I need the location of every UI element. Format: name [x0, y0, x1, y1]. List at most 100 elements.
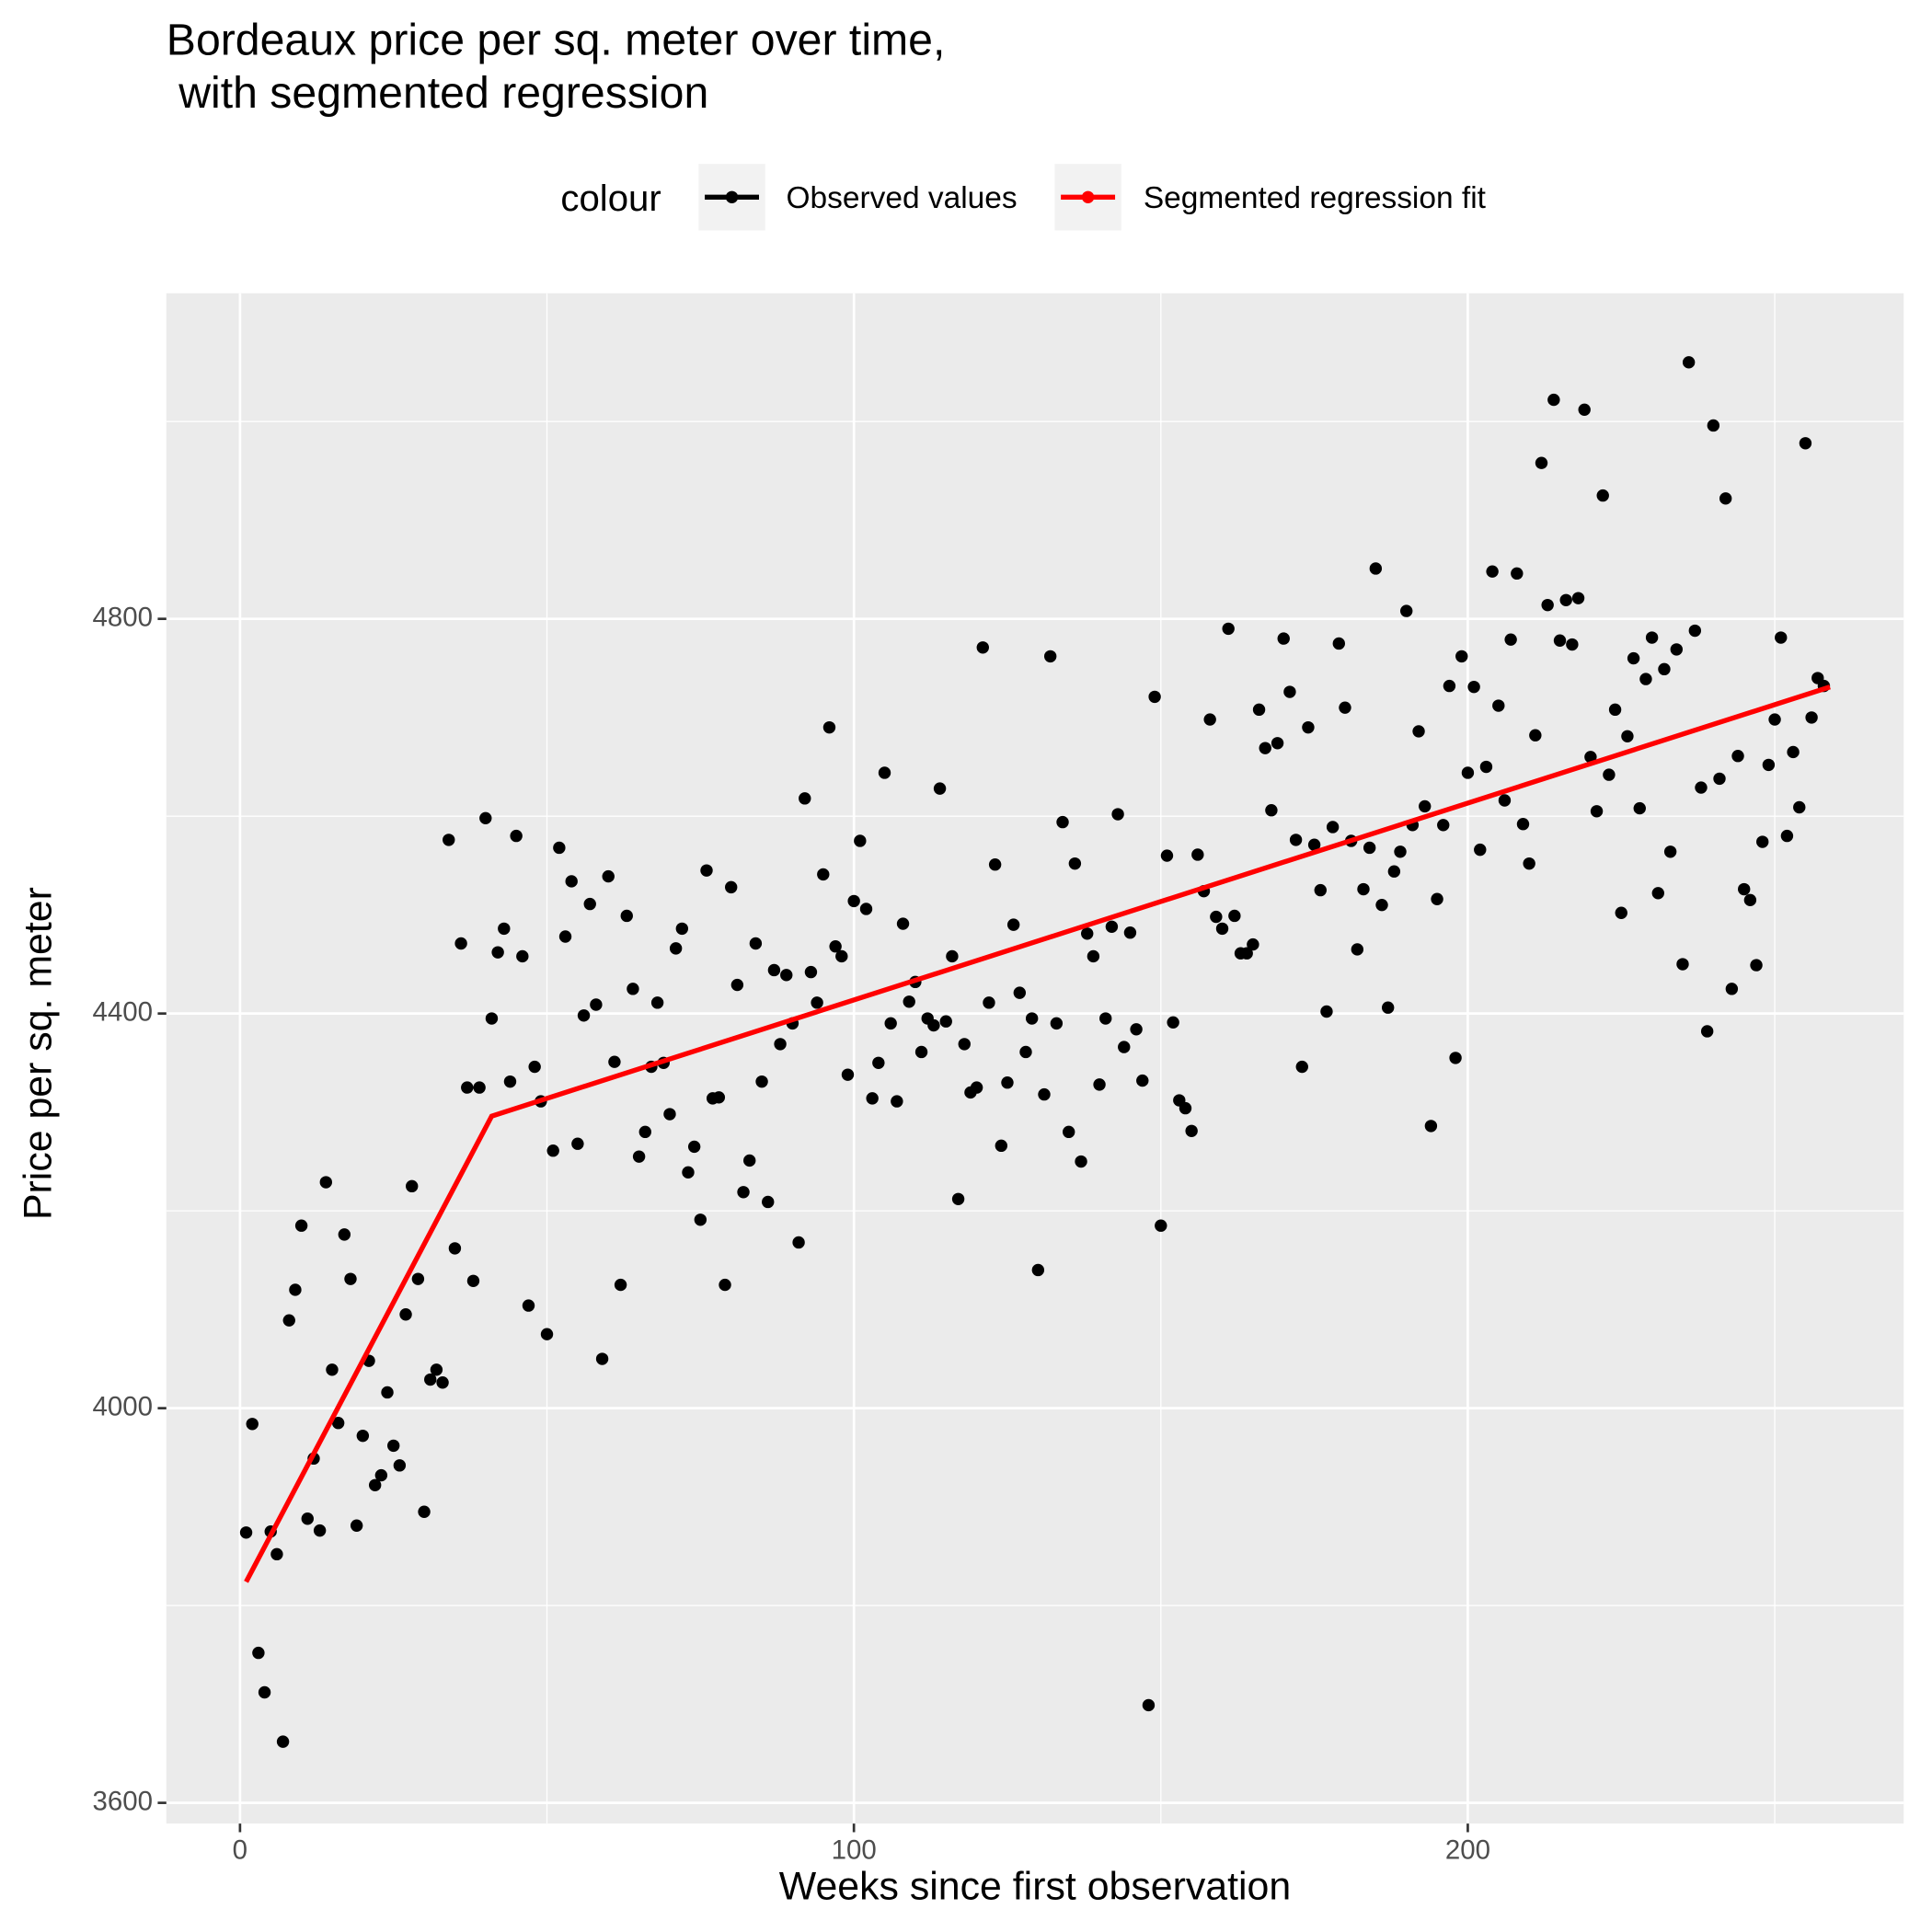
point — [1001, 1076, 1014, 1089]
point — [1148, 690, 1161, 704]
point — [1651, 887, 1664, 900]
point — [1443, 679, 1456, 693]
point — [1762, 758, 1776, 772]
point — [1787, 745, 1800, 759]
point — [1474, 843, 1487, 857]
point — [663, 1108, 676, 1121]
y-tick-label: 4800 — [93, 602, 154, 632]
point — [1142, 1698, 1156, 1712]
point — [448, 1242, 462, 1255]
point — [1228, 909, 1241, 923]
point — [1590, 805, 1604, 818]
point — [1019, 1045, 1032, 1059]
point — [1743, 893, 1757, 907]
point — [1793, 800, 1806, 814]
point — [1627, 651, 1640, 665]
point — [878, 766, 891, 779]
point — [737, 1186, 750, 1199]
point — [914, 1045, 928, 1059]
y-tick-label: 3600 — [93, 1786, 154, 1816]
point — [1682, 356, 1696, 369]
point — [687, 1140, 701, 1154]
legend-title: colour — [560, 178, 661, 219]
point — [516, 949, 529, 963]
point — [1375, 898, 1388, 912]
point — [498, 922, 511, 936]
point — [804, 965, 818, 979]
point — [817, 868, 830, 881]
point — [1222, 622, 1235, 636]
point — [1043, 650, 1057, 663]
point — [1075, 1155, 1087, 1168]
point — [1063, 1125, 1075, 1139]
point — [466, 1274, 480, 1287]
point — [1449, 1052, 1462, 1064]
point — [571, 1137, 584, 1150]
point — [1006, 918, 1020, 931]
point — [1050, 1017, 1064, 1030]
x-axis-label: Weeks since first observation — [779, 1864, 1291, 1908]
point — [590, 998, 603, 1011]
point — [627, 983, 639, 995]
point — [510, 829, 523, 843]
point — [755, 1075, 768, 1088]
point — [841, 1068, 855, 1081]
point — [1498, 794, 1512, 807]
point — [1615, 906, 1627, 919]
point — [386, 1439, 400, 1453]
point — [1326, 821, 1340, 834]
point — [872, 1056, 885, 1069]
point — [553, 841, 566, 855]
point — [1695, 781, 1708, 794]
point — [1504, 633, 1517, 646]
point — [1038, 1087, 1051, 1101]
point — [1381, 1001, 1395, 1014]
point — [522, 1299, 535, 1312]
point — [1553, 634, 1567, 647]
point — [319, 1176, 332, 1189]
point — [1265, 804, 1278, 817]
point — [1523, 857, 1535, 870]
point — [730, 978, 744, 992]
point — [1332, 637, 1345, 650]
point — [479, 811, 492, 824]
point — [822, 720, 836, 734]
point — [903, 995, 915, 1008]
point — [485, 1012, 499, 1025]
point — [252, 1646, 265, 1660]
point — [393, 1459, 407, 1472]
point — [276, 1735, 290, 1748]
point — [1056, 815, 1069, 829]
point — [1155, 1219, 1167, 1232]
point — [1492, 699, 1505, 712]
point — [565, 875, 578, 888]
point — [983, 996, 995, 1009]
point — [1031, 1263, 1045, 1277]
point — [774, 1038, 787, 1051]
legend-key-point — [725, 190, 739, 203]
point — [1111, 808, 1124, 821]
point — [847, 894, 860, 908]
point — [829, 940, 842, 953]
point — [988, 858, 1002, 871]
point — [1357, 882, 1370, 896]
point — [1455, 650, 1468, 663]
point — [1118, 1041, 1131, 1053]
point — [780, 969, 793, 982]
point — [1707, 419, 1720, 432]
point — [546, 1144, 559, 1157]
point — [675, 922, 689, 936]
point — [669, 942, 683, 955]
point — [368, 1478, 382, 1491]
point — [289, 1283, 302, 1296]
point — [927, 1018, 940, 1032]
point — [749, 937, 763, 950]
point — [1775, 631, 1788, 644]
point — [331, 1417, 345, 1430]
x-tick-label: 0 — [233, 1835, 247, 1866]
point — [1756, 835, 1769, 848]
point — [540, 1328, 554, 1340]
point — [1160, 849, 1174, 862]
point — [443, 834, 455, 846]
